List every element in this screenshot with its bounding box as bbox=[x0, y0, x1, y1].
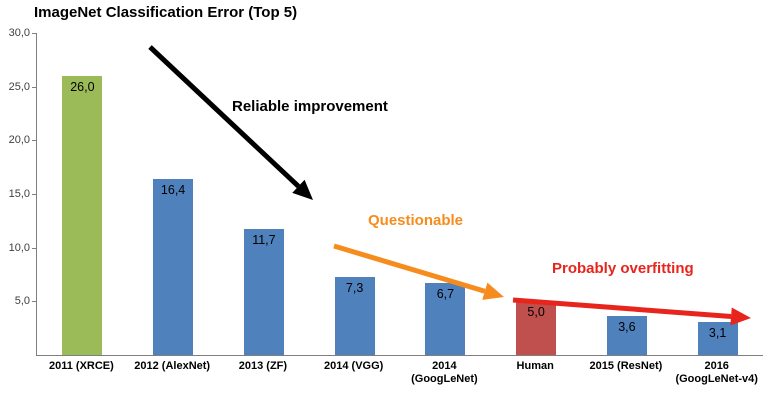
y-tick-mark bbox=[32, 140, 36, 142]
bar-value-label: 3,6 bbox=[618, 320, 636, 335]
y-tick-label: 15,0 bbox=[8, 188, 30, 200]
y-tick-label: 5,0 bbox=[14, 295, 30, 308]
y-tick-label: 25,0 bbox=[8, 80, 30, 93]
bar-value-label: 3,1 bbox=[708, 325, 727, 340]
bar-2013-zf: 11,7 bbox=[243, 229, 284, 355]
probably-overfitting-label: Probably overfitting bbox=[552, 260, 694, 277]
bar-value-label: 7,3 bbox=[345, 280, 364, 295]
bar-value-label: 11,7 bbox=[252, 233, 276, 248]
x-tick-label-2014-vgg: 2014 (VGG) bbox=[324, 360, 384, 372]
y-tick-mark bbox=[32, 247, 36, 249]
x-tick-label-2016-googlenet-v4: 2016 (GoogLeNet-v4) bbox=[675, 360, 758, 385]
y-tick-label: 10,0 bbox=[8, 241, 30, 254]
x-tick-label-2012-alexnet: 2012 (AlexNet) bbox=[134, 360, 211, 372]
bar-2015-resnet: 3,6 bbox=[606, 316, 647, 355]
y-tick-mark bbox=[32, 86, 36, 88]
questionable-label: Questionable bbox=[368, 212, 464, 229]
plot-area: 26,0 16,4 11,7 7,3 6,7 5,0 3,6 3,1 bbox=[36, 33, 763, 356]
bar-2011-xrce: 26,0 bbox=[62, 75, 103, 355]
bar-value-label: 6,7 bbox=[436, 287, 455, 302]
x-tick-label-2014-googlenet: 2014 (GoogLeNet) bbox=[411, 360, 478, 385]
bar-2014-googlenet: 6,7 bbox=[425, 283, 466, 355]
bar-value-label: 26,0 bbox=[70, 79, 95, 94]
y-tick-mark bbox=[32, 194, 36, 195]
x-tick-label-2011-xrce: 2011 (XRCE) bbox=[48, 360, 114, 372]
y-tick-mark bbox=[32, 33, 36, 34]
y-tick-label: 30,0 bbox=[8, 27, 30, 39]
y-tick-label: 20,0 bbox=[8, 134, 30, 147]
y-tick-mark bbox=[32, 301, 36, 303]
bar-value-label: 5,0 bbox=[527, 305, 545, 320]
bar-2012-alexnet: 16,4 bbox=[153, 179, 194, 355]
bar-2016-googlenet-v4: 3,1 bbox=[697, 321, 738, 355]
chart-title: ImageNet Classification Error (Top 5) bbox=[34, 4, 298, 21]
reliable-improvement-label: Reliable improvement bbox=[232, 98, 388, 115]
x-tick-label-2015-resnet: 2015 (ResNet) bbox=[589, 360, 663, 372]
x-tick-label-2013-zf: 2013 (ZF) bbox=[238, 360, 288, 372]
x-tick-label-human: Human bbox=[516, 360, 554, 372]
y-axis-labels: 30,0 25,0 20,0 15,0 10,0 5,0 bbox=[0, 27, 30, 355]
bar-2014-vgg: 7,3 bbox=[334, 276, 375, 355]
bar-human: 5,0 bbox=[516, 301, 557, 355]
bar-value-label: 16,4 bbox=[160, 183, 186, 197]
